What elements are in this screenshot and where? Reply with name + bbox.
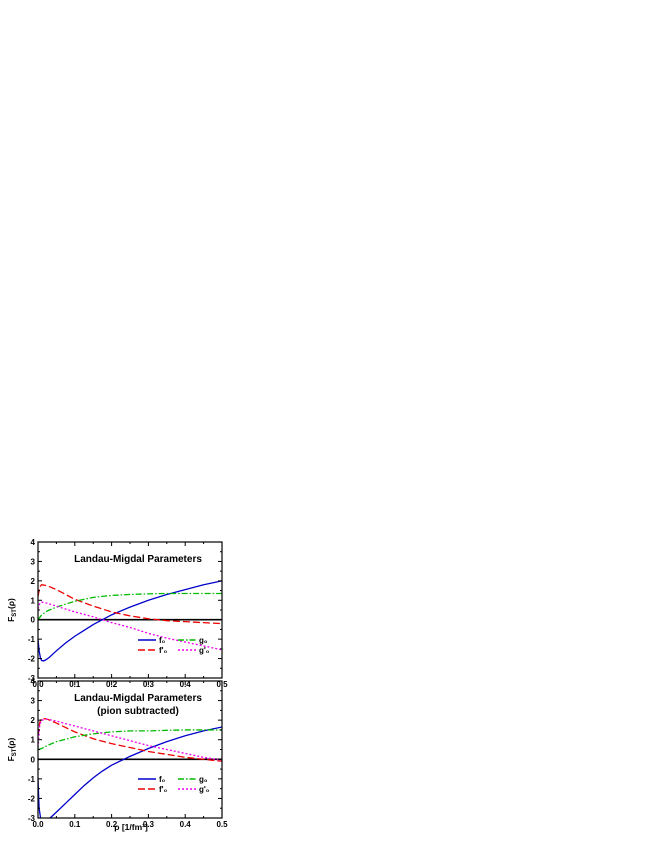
legend-label-3: g₀ <box>199 775 208 784</box>
series-line-3 <box>38 729 222 751</box>
series-line-1 <box>38 726 222 818</box>
y-tick-label: -3 <box>28 674 36 683</box>
y-tick-label: 1 <box>31 596 36 605</box>
x-tick-label: 0.1 <box>69 820 81 829</box>
x-tick-label: 0.2 <box>106 820 118 829</box>
y-tick-label: 2 <box>31 577 36 586</box>
legend-label-1: f₀ <box>159 775 166 784</box>
y-tick-label: 0 <box>31 616 36 625</box>
y-tick-label: -1 <box>28 775 36 784</box>
legend-label-3: g₀ <box>199 636 208 645</box>
legend-label-1: f₀ <box>159 636 166 645</box>
y-tick-label: 0 <box>31 755 36 764</box>
y-tick-label: 4 <box>31 677 36 686</box>
y-tick-label: -3 <box>28 814 36 823</box>
y-tick-label: -2 <box>28 655 36 664</box>
y-axis-label: FST(ρ) <box>6 737 18 761</box>
y-tick-label: 3 <box>31 557 36 566</box>
x-tick-label: 0.0 <box>32 820 44 829</box>
series-line-4 <box>38 718 222 761</box>
chart-panel-1: 0.0 0.1 0.2 0.3 0.4 0.5-3-2-101234Landau-Migd… <box>6 538 228 689</box>
y-tick-label: 4 <box>31 538 36 547</box>
y-tick-label: 2 <box>31 716 36 725</box>
chart-title: Landau-Migdal Parameters <box>74 693 202 704</box>
chart-panel-2: 0.0 0.1 0.2 0.3 0.4 0.5 -3 -2 -1 0 1 2 3 4 Landau-Migd… <box>6 677 228 829</box>
y-tick-label: -1 <box>28 635 36 644</box>
x-axis-label: ρ [1/fm³] <box>114 822 148 832</box>
legend-label-4: g'₀ <box>199 646 210 655</box>
series-line-3 <box>38 592 222 621</box>
chart-subtitle: (pion subtracted) <box>97 706 179 717</box>
legend-label-4: g'₀ <box>199 785 210 794</box>
chart-title: Landau-Migdal Parameters <box>74 554 202 565</box>
legend: f₀f'₀ g₀g'₀ <box>138 775 210 794</box>
x-tick-label: 0.3 <box>143 820 155 829</box>
y-tick-label: 1 <box>31 736 36 745</box>
legend-label-2: f'₀ <box>159 785 168 794</box>
x-tick-label: 0.5 <box>216 820 228 829</box>
x-tick-label: 0.4 <box>180 820 192 829</box>
y-axis-label: FST(ρ) <box>6 598 18 622</box>
series-line-2 <box>38 584 222 625</box>
series-line-2 <box>38 717 222 762</box>
series-line-1 <box>38 580 222 662</box>
legend: f₀f'₀ g₀g'₀ <box>138 636 210 655</box>
y-tick-label: -2 <box>28 794 36 803</box>
legend-label-2: f'₀ <box>159 646 168 655</box>
series-line-4 <box>38 601 222 651</box>
y-tick-label: 3 <box>31 697 36 706</box>
